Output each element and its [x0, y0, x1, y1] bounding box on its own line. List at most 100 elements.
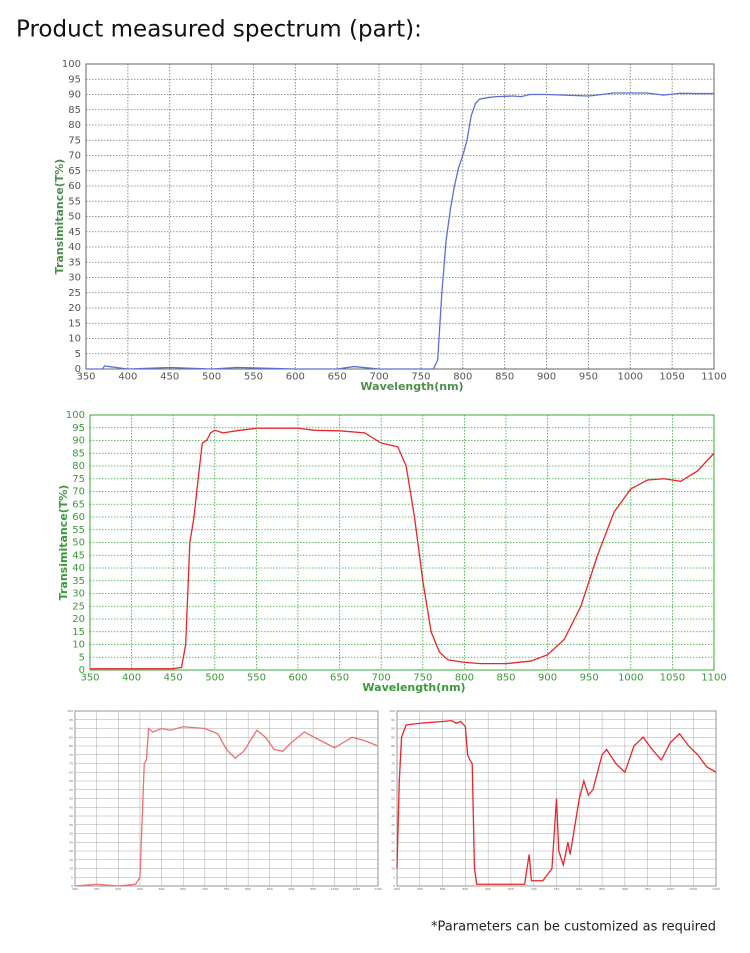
y-tick-label: 25	[68, 288, 81, 299]
x-tick-label: 750	[224, 887, 230, 891]
x-tick-label: 1000	[618, 673, 643, 684]
y-tick-label: 35	[68, 257, 81, 268]
chart: 0510152025303540455055606570758085909510…	[389, 709, 720, 891]
y-tick-label: 95	[69, 718, 73, 722]
chart: 0510152025303540455055606570758085909510…	[67, 709, 382, 891]
x-tick-label: 800	[245, 887, 251, 891]
x-tick-label: 700	[372, 673, 391, 684]
y-tick-label: 65	[72, 499, 85, 510]
y-axis-label: Transimitance(T%)	[57, 485, 70, 601]
x-tick-label: 450	[417, 887, 423, 891]
y-tick-label: 100	[66, 410, 85, 421]
y-tick-label: 65	[68, 166, 81, 177]
y-tick-label: 85	[68, 105, 81, 116]
x-tick-label: 700	[370, 372, 389, 383]
x-tick-label: 500	[440, 887, 446, 891]
y-tick-label: 90	[69, 727, 73, 731]
x-tick-label: 1000	[618, 372, 643, 383]
y-tick-label: 95	[68, 74, 81, 85]
y-tick-label: 80	[72, 461, 85, 472]
y-tick-label: 55	[69, 788, 73, 792]
y-tick-label: 60	[391, 779, 395, 783]
x-tick-label: 900	[537, 372, 556, 383]
x-tick-label: 700	[202, 887, 208, 891]
spectrum-line	[86, 92, 714, 370]
y-tick-label: 15	[68, 318, 81, 329]
y-tick-label: 10	[391, 867, 395, 871]
chart: 0510152025303540455055606570758085909510…	[57, 410, 727, 694]
x-tick-label: 700	[531, 887, 537, 891]
y-tick-label: 30	[68, 273, 81, 284]
x-tick-label: 1050	[659, 372, 684, 383]
x-tick-label: 350	[76, 372, 95, 383]
x-tick-label: 1050	[353, 887, 361, 891]
x-tick-label: 650	[328, 372, 347, 383]
y-tick-label: 50	[72, 538, 85, 549]
x-tick-label: 900	[289, 887, 295, 891]
x-tick-label: 650	[508, 887, 514, 891]
y-tick-label: 70	[69, 762, 73, 766]
y-tick-label: 5	[79, 652, 85, 663]
y-tick-label: 65	[69, 770, 73, 774]
y-tick-label: 70	[72, 487, 85, 498]
y-tick-label: 90	[391, 727, 395, 731]
x-tick-label: 550	[247, 673, 266, 684]
y-tick-label: 0	[71, 884, 73, 888]
x-tick-label: 400	[118, 372, 137, 383]
y-tick-label: 15	[69, 858, 73, 862]
y-tick-label: 100	[389, 709, 395, 713]
x-tick-label: 1050	[660, 673, 685, 684]
x-tick-label: 900	[622, 887, 628, 891]
x-tick-label: 850	[599, 887, 605, 891]
y-tick-label: 10	[69, 867, 73, 871]
x-tick-label: 600	[286, 372, 305, 383]
x-tick-label: 400	[122, 673, 141, 684]
y-tick-label: 95	[391, 718, 395, 722]
x-tick-label: 1100	[701, 372, 726, 383]
y-tick-label: 15	[391, 858, 395, 862]
y-tick-label: 5	[393, 875, 395, 879]
y-tick-label: 85	[391, 735, 395, 739]
x-tick-label: 850	[495, 372, 514, 383]
y-tick-label: 60	[72, 512, 85, 523]
x-tick-label: 450	[94, 887, 100, 891]
x-tick-label: 350	[80, 673, 99, 684]
y-tick-label: 75	[72, 474, 85, 485]
y-tick-label: 30	[69, 832, 73, 836]
y-tick-label: 55	[68, 196, 81, 207]
x-tick-label: 600	[288, 673, 307, 684]
y-tick-label: 80	[69, 744, 73, 748]
y-tick-label: 40	[69, 814, 73, 818]
y-tick-label: 85	[72, 448, 85, 459]
x-tick-label: 1050	[689, 887, 697, 891]
y-tick-label: 0	[75, 364, 81, 375]
y-tick-label: 0	[79, 665, 85, 676]
y-tick-label: 95	[72, 423, 85, 434]
y-tick-label: 20	[391, 849, 395, 853]
x-tick-label: 950	[579, 372, 598, 383]
x-tick-label: 950	[645, 887, 651, 891]
x-tick-label: 550	[137, 887, 143, 891]
y-tick-label: 60	[69, 779, 73, 783]
y-tick-label: 55	[391, 788, 395, 792]
y-tick-label: 60	[68, 181, 81, 192]
page-title: Product measured spectrum (part):	[16, 17, 422, 43]
y-tick-label: 70	[391, 762, 395, 766]
y-tick-label: 40	[391, 814, 395, 818]
y-tick-label: 45	[68, 227, 81, 238]
x-tick-label: 500	[202, 372, 221, 383]
x-tick-label: 550	[462, 887, 468, 891]
x-tick-label: 1100	[374, 887, 382, 891]
y-axis-label: Transimitance(T%)	[53, 159, 66, 275]
x-tick-label: 400	[394, 887, 400, 891]
y-tick-label: 100	[62, 59, 81, 70]
x-tick-label: 750	[554, 887, 560, 891]
y-tick-label: 20	[69, 849, 73, 853]
y-tick-label: 10	[72, 640, 85, 651]
x-tick-label: 500	[115, 887, 121, 891]
y-tick-label: 30	[72, 589, 85, 600]
x-tick-label: 950	[310, 887, 316, 891]
y-tick-label: 85	[69, 735, 73, 739]
footnote: *Parameters can be customized as require…	[431, 920, 716, 935]
